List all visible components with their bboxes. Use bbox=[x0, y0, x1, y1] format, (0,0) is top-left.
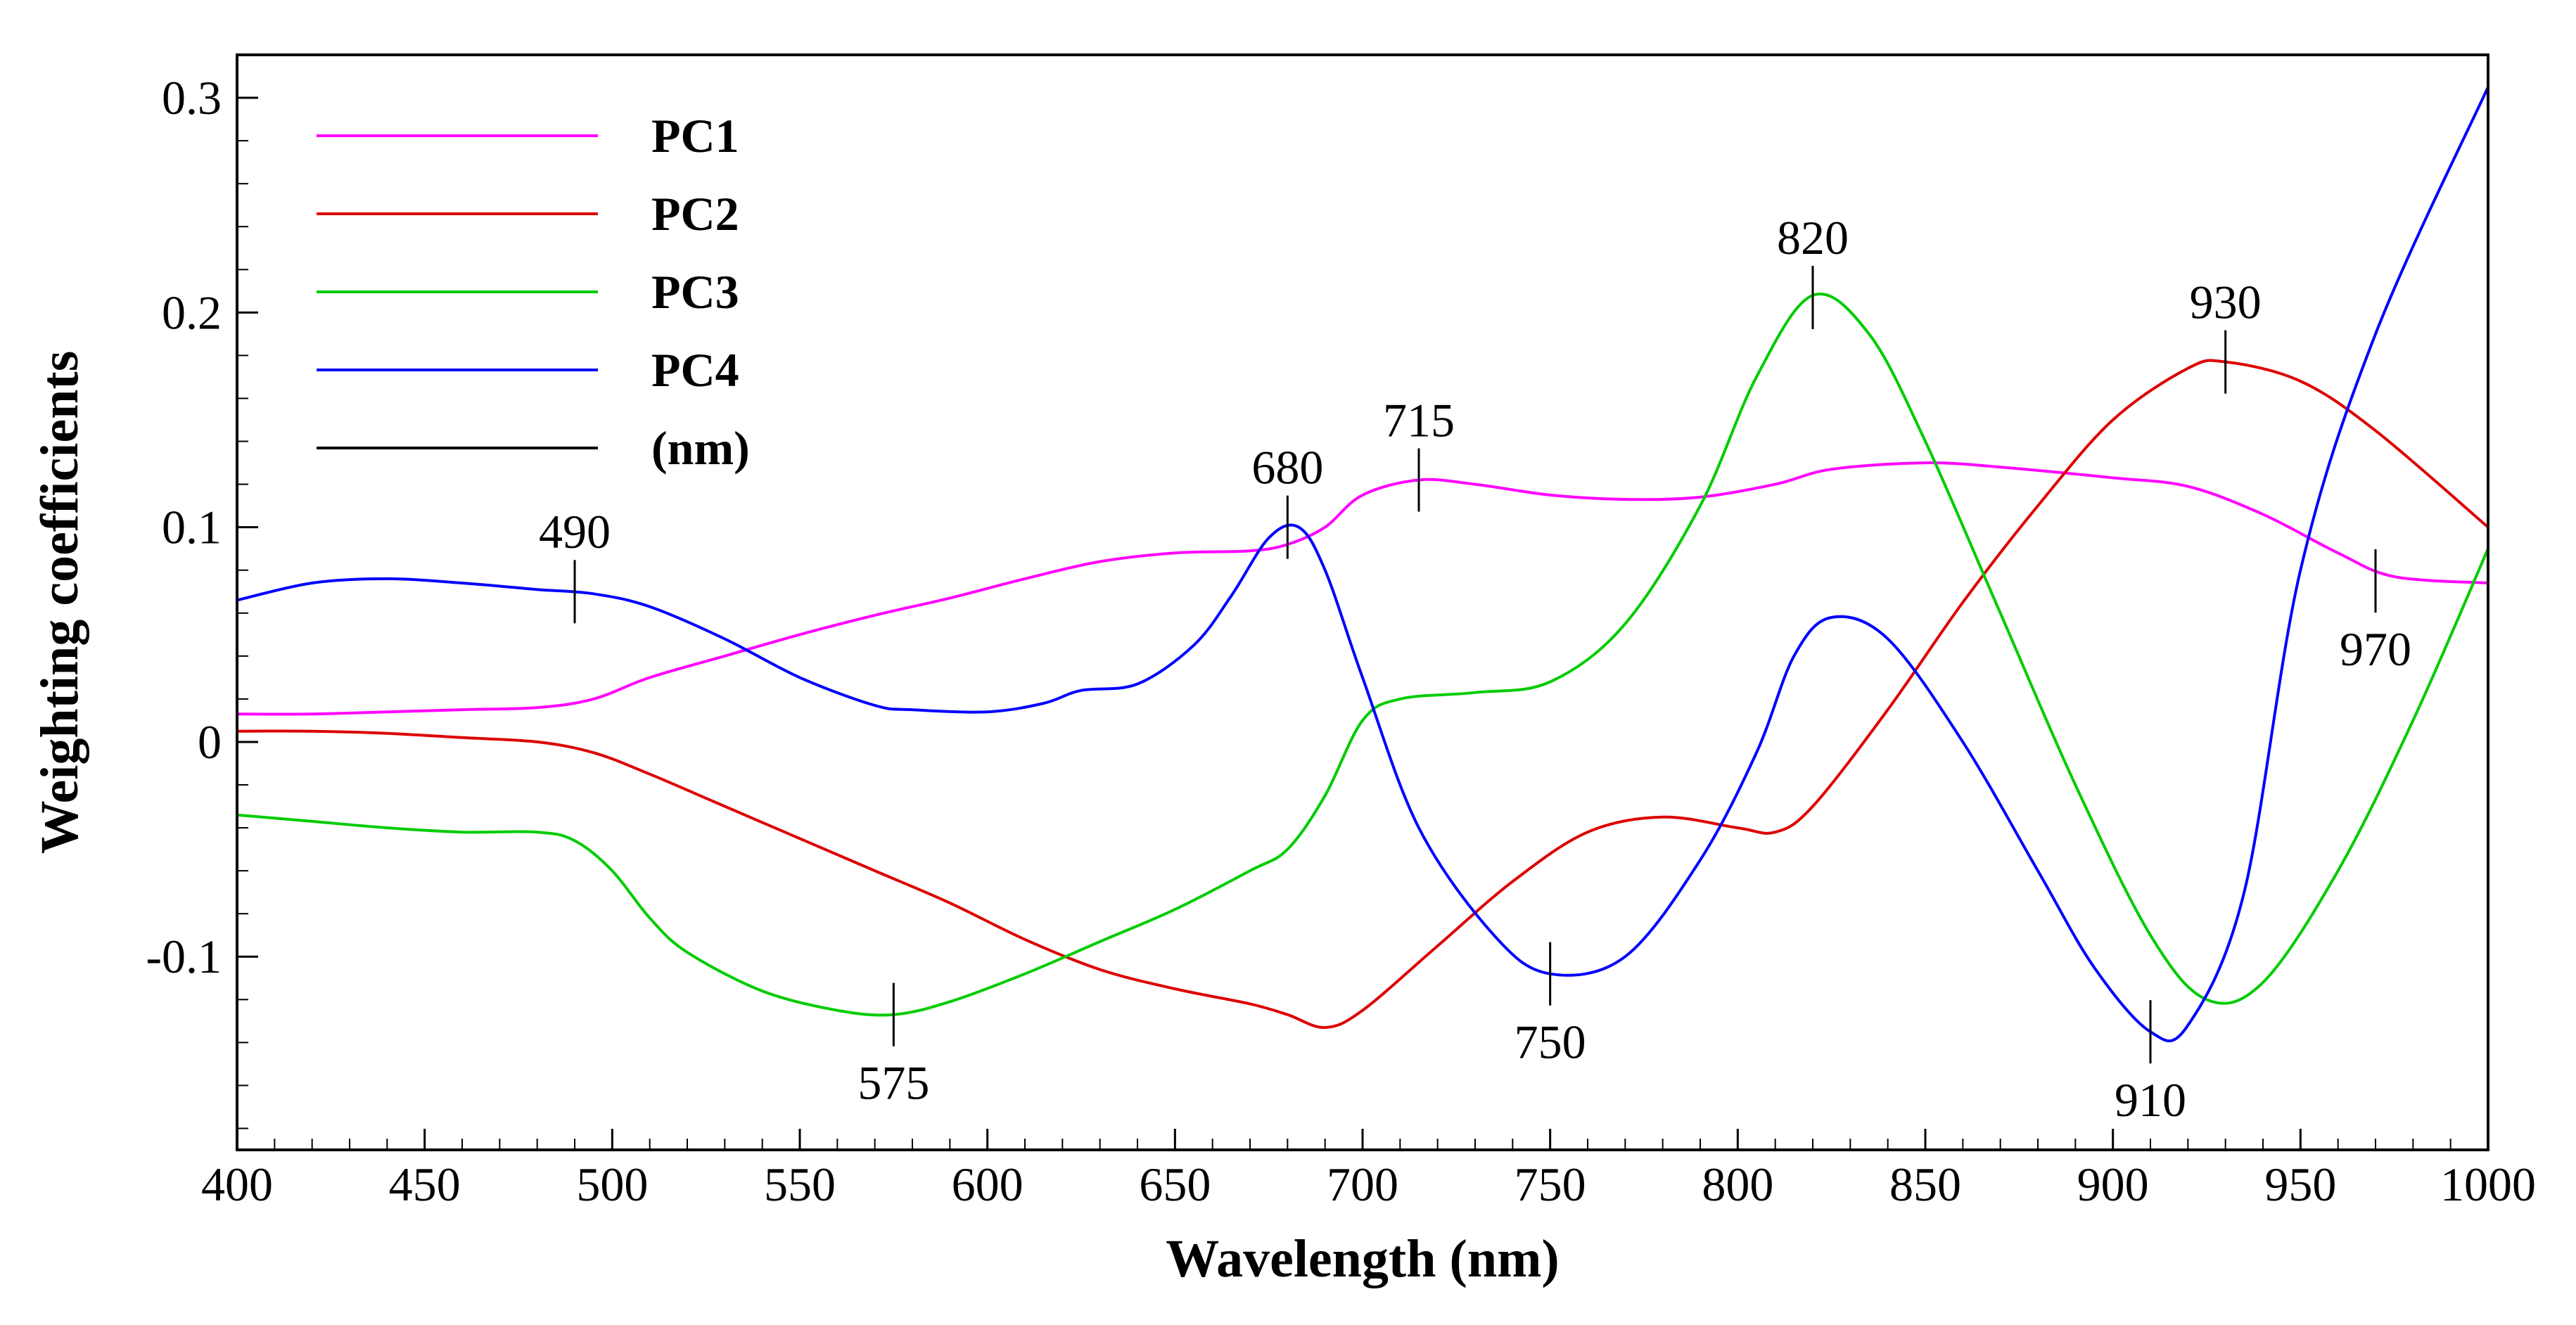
x-tick-label: 900 bbox=[2077, 1158, 2149, 1211]
x-tick-label: 600 bbox=[952, 1158, 1024, 1211]
y-tick-label: 0.2 bbox=[162, 286, 222, 339]
y-tick-label: 0.3 bbox=[162, 71, 222, 124]
x-axis-title: Wavelength (nm) bbox=[1166, 1229, 1559, 1288]
annotation-label-680: 680 bbox=[1251, 441, 1323, 494]
y-axis-title: Weighting coefficients bbox=[30, 351, 89, 854]
annotation-label-820: 820 bbox=[1777, 211, 1849, 264]
y-tick-label: 0 bbox=[198, 715, 222, 769]
x-tick-label: 950 bbox=[2264, 1158, 2336, 1211]
x-tick-label: 550 bbox=[764, 1158, 836, 1211]
series-line-pc2 bbox=[236, 359, 2489, 1030]
annotation-label-910: 910 bbox=[2115, 1073, 2186, 1127]
x-tick-label: 650 bbox=[1139, 1158, 1211, 1211]
annotation-label-930: 930 bbox=[2190, 276, 2262, 329]
legend-label-3: PC3 bbox=[651, 265, 739, 319]
annotation-label-575: 575 bbox=[857, 1056, 929, 1110]
legend-label-4: PC4 bbox=[651, 343, 739, 397]
y-tick-label: -0.1 bbox=[146, 930, 222, 983]
x-tick-label: 500 bbox=[576, 1158, 648, 1211]
legend-label-5: (nm) bbox=[651, 421, 750, 475]
series-layer bbox=[236, 85, 2489, 1042]
legend-label-2: PC2 bbox=[651, 187, 739, 241]
annotation-label-490: 490 bbox=[539, 505, 611, 558]
y-axis-ticks: -0.1 0 0.1 0.2 0.3 bbox=[146, 54, 258, 1129]
x-tick-label: 700 bbox=[1327, 1158, 1398, 1211]
x-axis-ticks: 400 450 500 550 600 650 700 750 800 850 900 950 1000 bbox=[201, 1129, 2536, 1211]
x-tick-label: 400 bbox=[201, 1158, 273, 1211]
x-tick-label: 450 bbox=[389, 1158, 461, 1211]
series-line-pc3 bbox=[236, 293, 2489, 1017]
annotation-label-715: 715 bbox=[1383, 393, 1455, 447]
x-tick-label: 1000 bbox=[2440, 1158, 2536, 1211]
series-line-pc4 bbox=[236, 85, 2489, 1042]
x-tick-label: 850 bbox=[1889, 1158, 1961, 1211]
annotation-layer: 490 575 680 715 750 820 910 930 970 bbox=[539, 211, 2411, 1127]
legend: PC1 PC2 PC3 PC4 (nm) bbox=[317, 109, 750, 475]
x-tick-label: 800 bbox=[1702, 1158, 1773, 1211]
annotation-label-750: 750 bbox=[1515, 1016, 1586, 1069]
y-tick-label: 0.1 bbox=[162, 501, 222, 554]
series-line-pc1 bbox=[236, 461, 2489, 716]
x-tick-label: 750 bbox=[1515, 1158, 1586, 1211]
annotation-label-970: 970 bbox=[2340, 622, 2411, 676]
legend-label-1: PC1 bbox=[651, 109, 739, 162]
